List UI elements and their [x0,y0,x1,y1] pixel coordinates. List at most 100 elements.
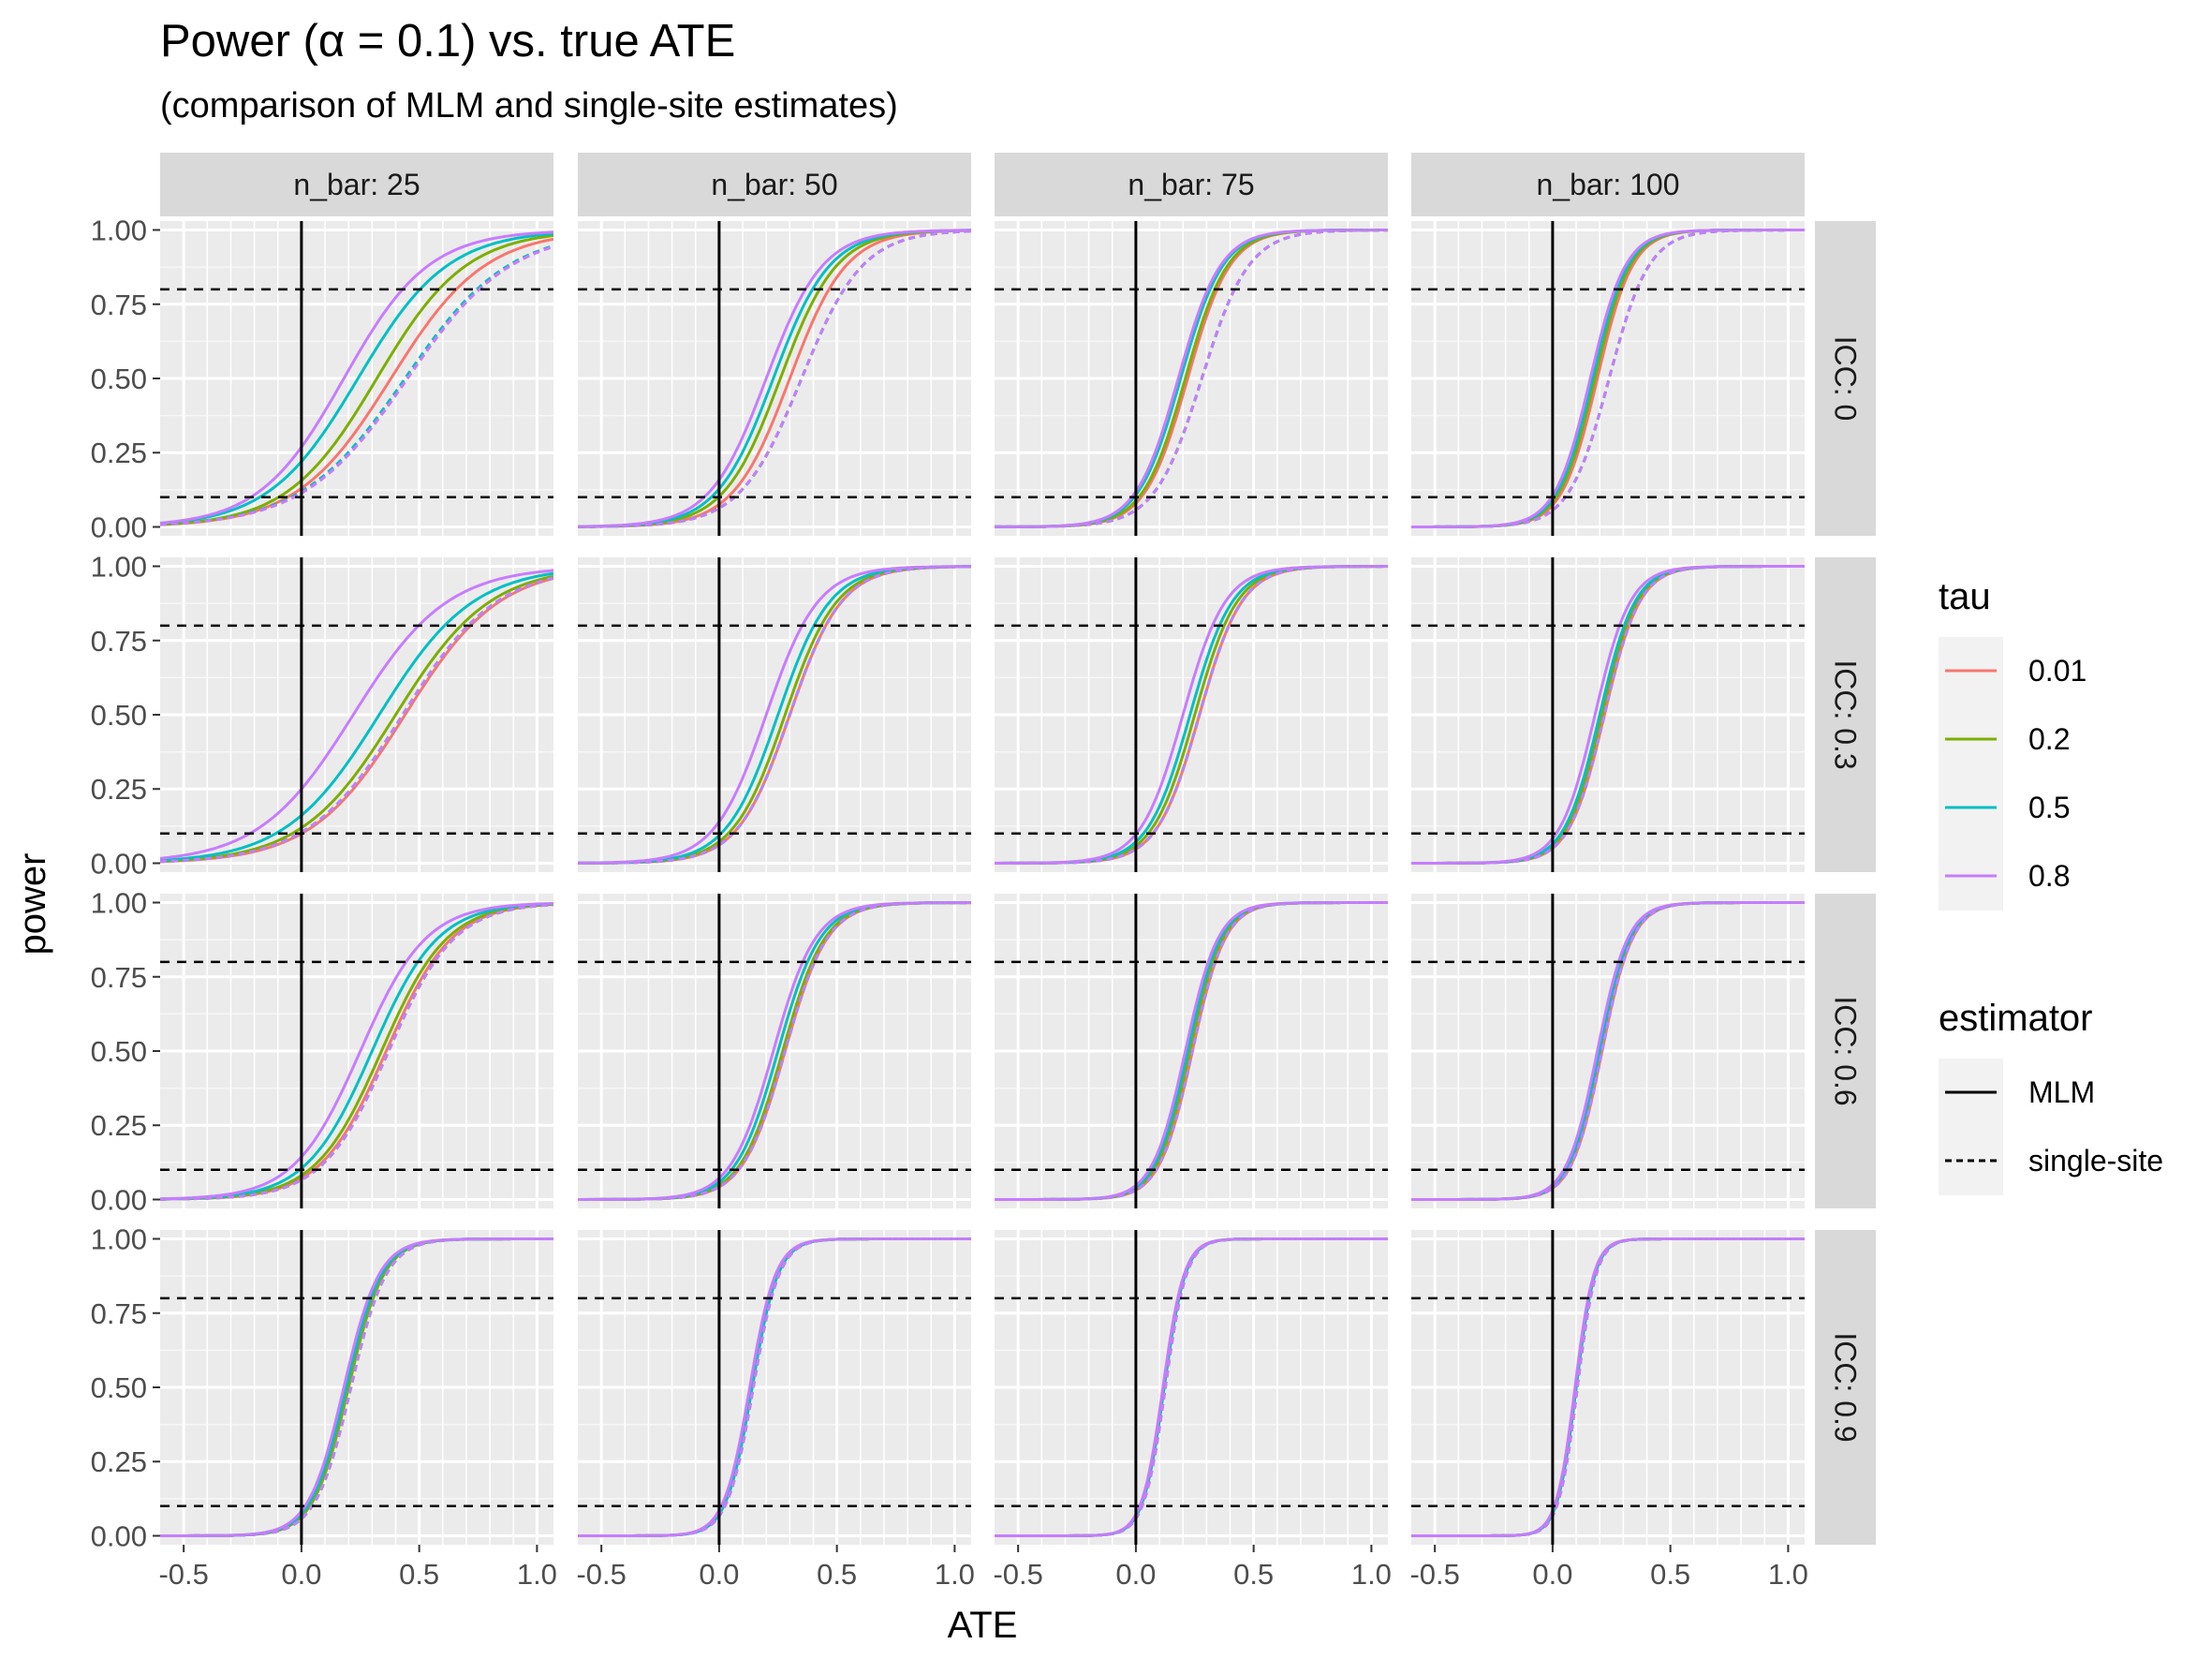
x-tick-label: 0.0 [281,1558,321,1591]
y-tick-label: 0.00 [91,847,147,880]
facet-panel [160,894,553,1208]
x-tick-label: 0.0 [1532,1558,1572,1591]
legend-label-tau: 0.01 [2028,654,2087,688]
series-line-tau-0.8-single-site [160,244,553,526]
series-group [160,1237,553,1537]
column-strip-label: n_bar: 25 [293,168,420,201]
row-strip [1815,221,1876,536]
x-tick-label: 0.0 [699,1558,739,1591]
x-tick-label: -0.5 [576,1558,626,1591]
series-group [995,1237,1388,1537]
y-tick-label: 0.00 [91,511,147,543]
series-line-tau-0.2-MLM [160,574,553,863]
y-tick-label: 0.75 [91,961,147,994]
legend-label-estimator: single-site [2028,1144,2163,1178]
facet-panel [160,1230,553,1545]
series-line-tau-0.8-MLM [160,230,553,525]
x-tick-label: 0.5 [1233,1558,1274,1591]
series-group [160,569,553,864]
series-line-tau-0.5-MLM [160,902,553,1201]
row-strip-label: ICC: 0.9 [1829,1332,1863,1442]
series-group [160,901,553,1201]
legend: tau 0.01 0.2 0.5 0.8 estimator MLM single-site [1939,576,2163,1195]
series-line-tau-0.8-MLM [578,229,971,528]
series-line-tau-0.5-MLM [160,571,553,862]
column-strip [995,153,1388,216]
series-group [578,565,971,865]
series-group [1411,1237,1805,1537]
series-line-tau-0.8-MLM [995,229,1388,528]
column-strip-label: n_bar: 50 [711,168,837,201]
x-tick-label: 0.5 [1650,1558,1690,1591]
y-tick-label: 0.50 [91,1035,147,1068]
y-tick-label: 0.00 [91,1183,147,1216]
x-tick-label: 1.0 [1351,1558,1392,1591]
series-group [1411,901,1805,1201]
series-line-tau-0.2-MLM [160,234,553,526]
legend-title-estimator: estimator [1939,998,2093,1039]
column-strip [578,153,971,216]
row-strip [1815,557,1876,872]
y-axis-title: power [12,853,53,955]
series-group [1411,565,1805,865]
y-tick-label: 1.00 [91,1223,147,1256]
x-tick-label: 0.5 [399,1558,439,1591]
series-line-tau-0.8-single-site [160,1237,553,1537]
x-tick-label: -0.5 [1409,1558,1459,1591]
x-tick-label: 0.5 [817,1558,857,1591]
legend-label-tau: 0.8 [2028,859,2070,893]
series-group [995,901,1388,1201]
y-tick-label: 0.25 [91,1445,147,1478]
y-tick-label: 0.50 [91,699,147,732]
series-group [578,229,971,528]
facet-panel [160,221,553,536]
series-line-tau-0.8-single-site [995,565,1388,865]
row-strip-label: ICC: 0.6 [1829,996,1863,1105]
y-tick-label: 0.50 [91,363,147,395]
series-group [995,565,1388,865]
facet-panel [995,557,1388,872]
series-line-tau-0.8-single-site [1411,1237,1805,1537]
series-line-tau-0.8-single-site [995,229,1388,528]
series-group [1411,229,1805,528]
x-axis-title: ATE [948,1605,1018,1646]
series-line-tau-0.8-single-site [578,565,971,865]
legend-title-tau: tau [1939,576,1991,617]
column-strip [160,153,553,216]
row-strip [1815,894,1876,1208]
series-line-tau-0.8-single-site [160,576,553,864]
column-strip-label: n_bar: 75 [1128,168,1254,201]
series-line-tau-0.8-single-site [1411,565,1805,865]
facet-panel [995,1230,1388,1545]
y-tick-label: 0.25 [91,1109,147,1142]
series-line-tau-0.8-MLM [160,901,553,1201]
row-strip [1815,1230,1876,1545]
facet-panel [578,894,971,1208]
facet-panel [578,221,971,536]
row-strip-label: ICC: 0.3 [1829,659,1863,769]
x-tick-label: 1.0 [935,1558,975,1591]
facet-panel [578,1230,971,1545]
facet-panel [160,557,553,872]
series-line-tau-0.8-single-site [160,903,553,1201]
y-tick-label: 1.00 [91,551,147,584]
series-line-tau-0.8-single-site [578,1237,971,1537]
series-line-tau-0.8-MLM [578,565,971,865]
x-tick-label: -0.5 [158,1558,208,1591]
series-line-tau-0.5-single-site [160,244,553,526]
series-line-tau-0.8-MLM [160,569,553,860]
series-group [995,229,1388,528]
facet-panels [160,221,1805,1545]
series-line-tau-0.8-single-site [578,901,971,1201]
facet-panel [995,221,1388,536]
x-tick-label: -0.5 [993,1558,1042,1591]
chart-subtitle: (comparison of MLM and single-site estim… [160,86,898,126]
series-line-tau-0.8-single-site [1411,901,1805,1201]
facet-panel [1411,894,1805,1208]
series-line-tau-0.8-single-site [995,1237,1388,1537]
column-strip [1411,153,1805,216]
column-strip-label: n_bar: 100 [1536,168,1679,201]
y-tick-label: 0.25 [91,773,147,806]
y-tick-label: 0.75 [91,1297,147,1330]
series-line-tau-0.8-single-site [1411,229,1805,528]
